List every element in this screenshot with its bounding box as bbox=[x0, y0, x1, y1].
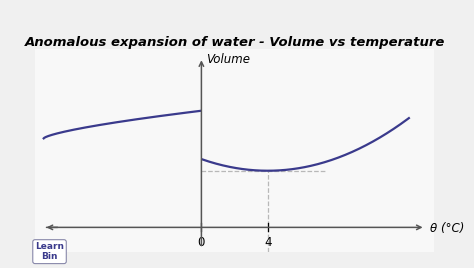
Text: 0: 0 bbox=[198, 236, 205, 249]
Text: 4: 4 bbox=[264, 236, 272, 249]
Text: θ (°C): θ (°C) bbox=[430, 222, 465, 236]
Text: Anomalous expansion of water - Volume vs temperature: Anomalous expansion of water - Volume vs… bbox=[25, 36, 445, 49]
Text: Learn
Bin: Learn Bin bbox=[35, 242, 64, 261]
Text: Volume: Volume bbox=[206, 53, 250, 66]
